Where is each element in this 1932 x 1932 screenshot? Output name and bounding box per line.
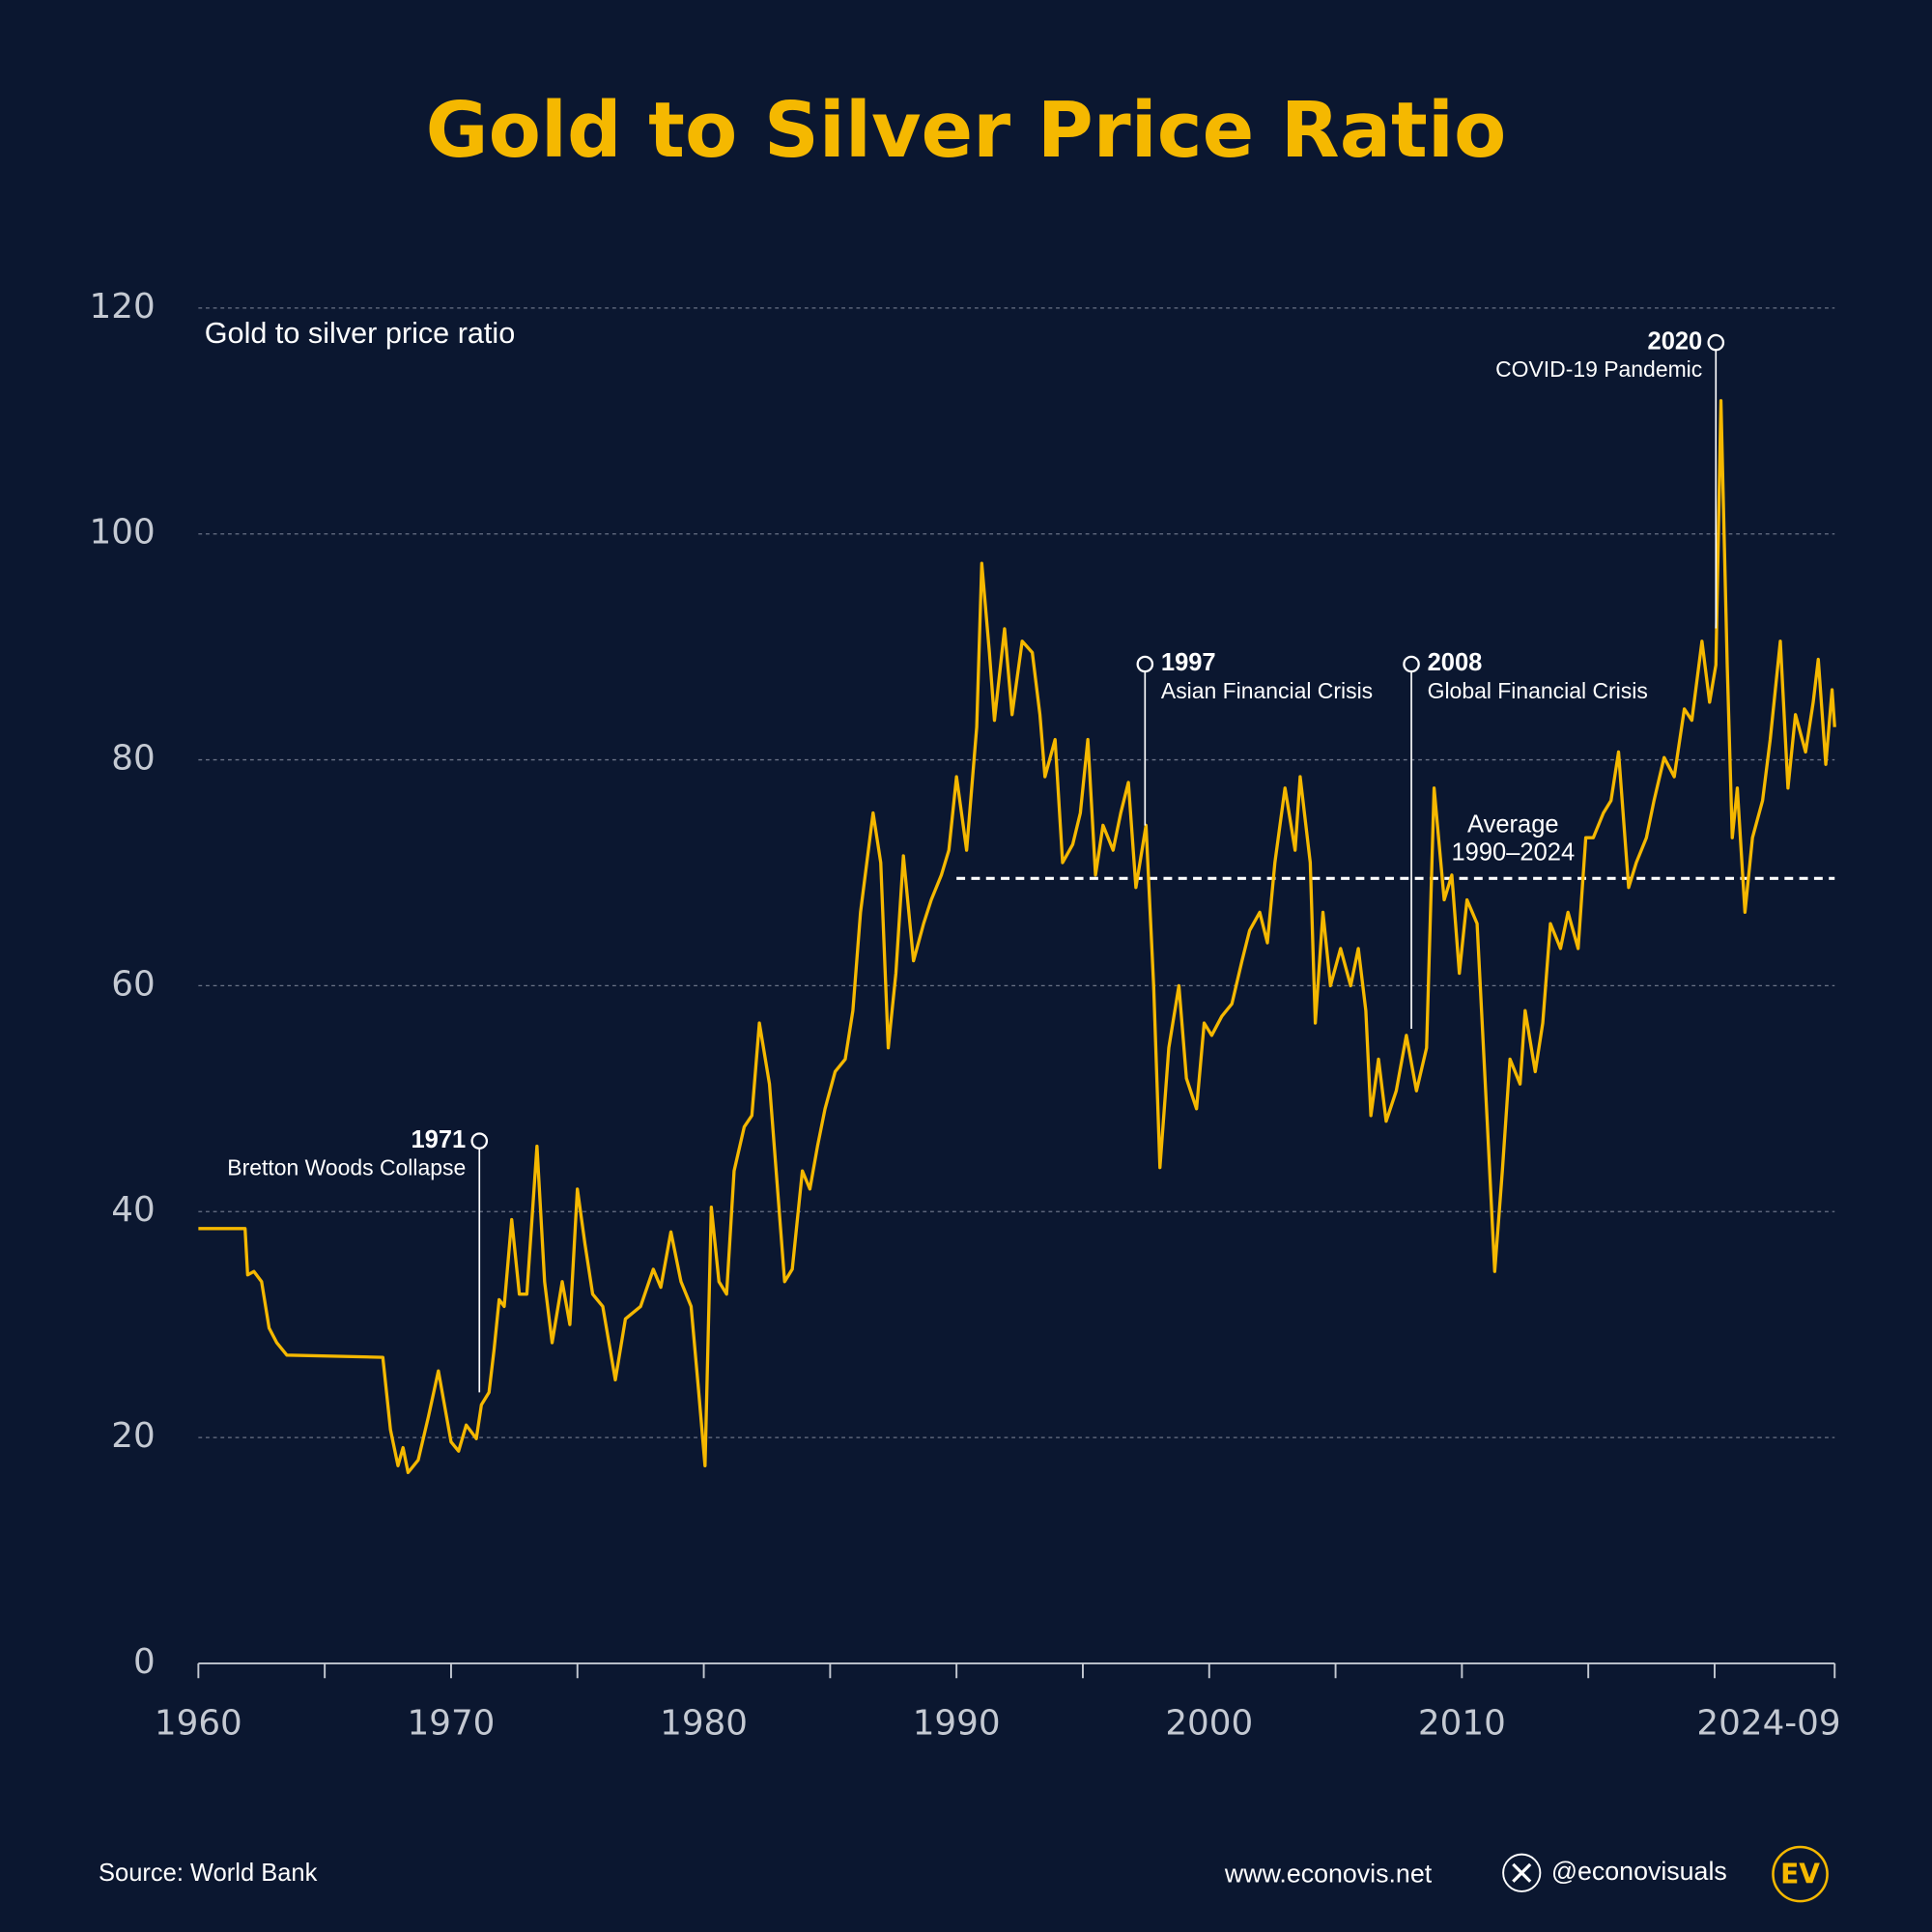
annotation-dot <box>1403 655 1420 673</box>
annotation-year: 1971 <box>411 1126 466 1153</box>
logo: EV <box>1780 1858 1820 1889</box>
annotation-year: 1997 <box>1161 649 1216 676</box>
y-tick-label: 100 <box>90 513 156 553</box>
y-tick-label: 80 <box>111 739 155 779</box>
annotation-text: Global Financial Crisis <box>1428 678 1648 703</box>
series-line <box>198 399 1836 1475</box>
x-tick-label: 1990 <box>913 1704 1001 1744</box>
x-tick-label: 1970 <box>408 1704 496 1744</box>
x-tick-label: 2010 <box>1418 1704 1506 1744</box>
x-tick-label: 1960 <box>155 1704 242 1744</box>
x-tick-label: 2000 <box>1165 1704 1253 1744</box>
series-label: Gold to silver price ratio <box>205 317 516 350</box>
x-tick-label: 2024-09 <box>1696 1704 1840 1744</box>
x-tick-label: 1980 <box>660 1704 748 1744</box>
annotation-text: Bretton Woods Collapse <box>227 1155 466 1180</box>
x-icon <box>1502 1853 1542 1892</box>
source: Source: World Bank <box>99 1860 318 1887</box>
x-icon-glyph <box>1512 1862 1532 1883</box>
y-tick-label: 20 <box>111 1416 155 1456</box>
logo-ring <box>1772 1845 1829 1903</box>
annotation-text: Asian Financial Crisis <box>1161 678 1373 703</box>
annotation-year: 2008 <box>1428 649 1483 676</box>
y-tick-label: 40 <box>111 1190 155 1230</box>
y-tick-label: 120 <box>90 287 156 327</box>
y-tick-label: 60 <box>111 964 155 1004</box>
annotation-dot <box>470 1132 489 1150</box>
chart-title: Gold to Silver Price Ratio <box>426 86 1507 175</box>
annotation-dot <box>1707 333 1725 352</box>
y-tick-label: 0 <box>133 1642 156 1682</box>
annotation-dot <box>1136 655 1154 673</box>
average-label: Average <box>1467 810 1559 838</box>
website: www.econovis.net <box>1224 1859 1433 1888</box>
annotation-text: COVID-19 Pandemic <box>1495 356 1702 382</box>
average-label: 1990–2024 <box>1452 839 1576 867</box>
handle: @econovisuals <box>1551 1857 1727 1886</box>
annotation-year: 2020 <box>1648 327 1703 355</box>
